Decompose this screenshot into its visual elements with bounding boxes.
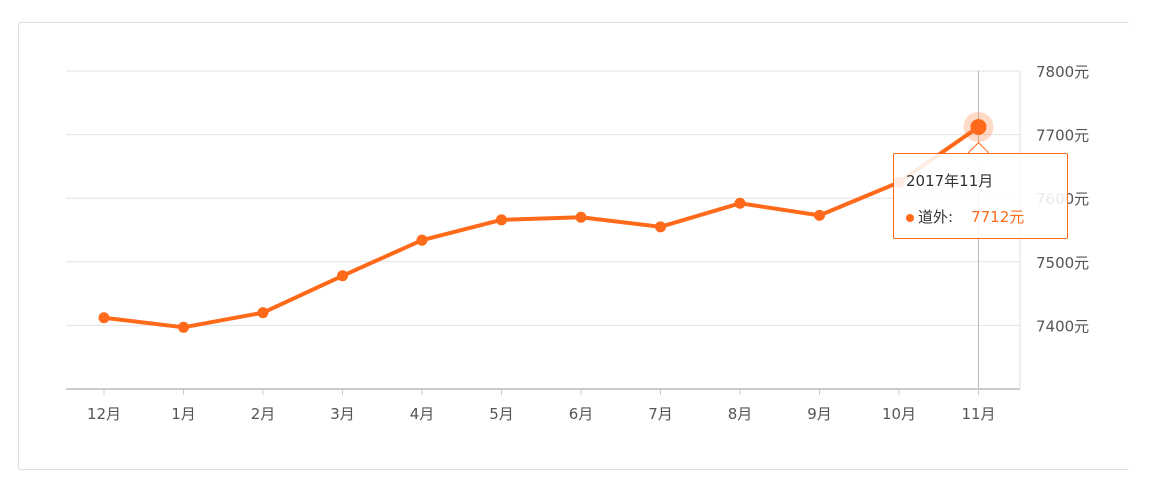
x-tick-label: 8月 xyxy=(728,405,753,423)
chart-frame xyxy=(18,22,1129,470)
tooltip-title: 2017年11月 xyxy=(906,172,994,190)
data-point xyxy=(734,197,746,209)
data-point xyxy=(257,307,269,319)
data-point xyxy=(496,214,507,226)
y-tick-label: 7400元 xyxy=(1036,317,1089,335)
x-tick-label: 6月 xyxy=(569,405,594,423)
y-tick-label: 7700元 xyxy=(1036,127,1089,145)
series-line xyxy=(103,125,980,330)
x-tick-label: 7月 xyxy=(648,405,673,423)
x-tick-label: 2月 xyxy=(251,405,276,423)
x-tick-label: 12月 xyxy=(87,405,121,423)
x-tick-label: 4月 xyxy=(410,405,435,423)
series-dot-icon xyxy=(906,213,914,222)
y-tick-label: 7800元 xyxy=(1036,63,1089,81)
data-point xyxy=(337,270,348,282)
data-point xyxy=(416,234,428,246)
data-point xyxy=(98,312,110,324)
x-tick-label: 5月 xyxy=(489,405,514,423)
x-tick-label: 3月 xyxy=(330,405,355,423)
data-point xyxy=(814,209,825,221)
y-tick-label: 7500元 xyxy=(1036,254,1089,272)
data-point xyxy=(178,321,189,333)
tooltip: 2017年11月 道外: 7712元 xyxy=(893,153,1068,239)
tooltip-series-label: 道外: xyxy=(918,208,954,226)
x-tick-label: 1月 xyxy=(171,405,196,423)
data-point xyxy=(655,221,666,233)
x-tick-label: 10月 xyxy=(882,405,916,423)
x-tick-label: 9月 xyxy=(807,405,832,423)
data-point xyxy=(575,211,587,223)
tooltip-value: 7712元 xyxy=(971,208,1025,226)
tooltip-row: 道外: 7712元 xyxy=(906,206,1024,227)
x-tick-label: 11月 xyxy=(961,405,995,423)
data-point xyxy=(970,118,987,135)
